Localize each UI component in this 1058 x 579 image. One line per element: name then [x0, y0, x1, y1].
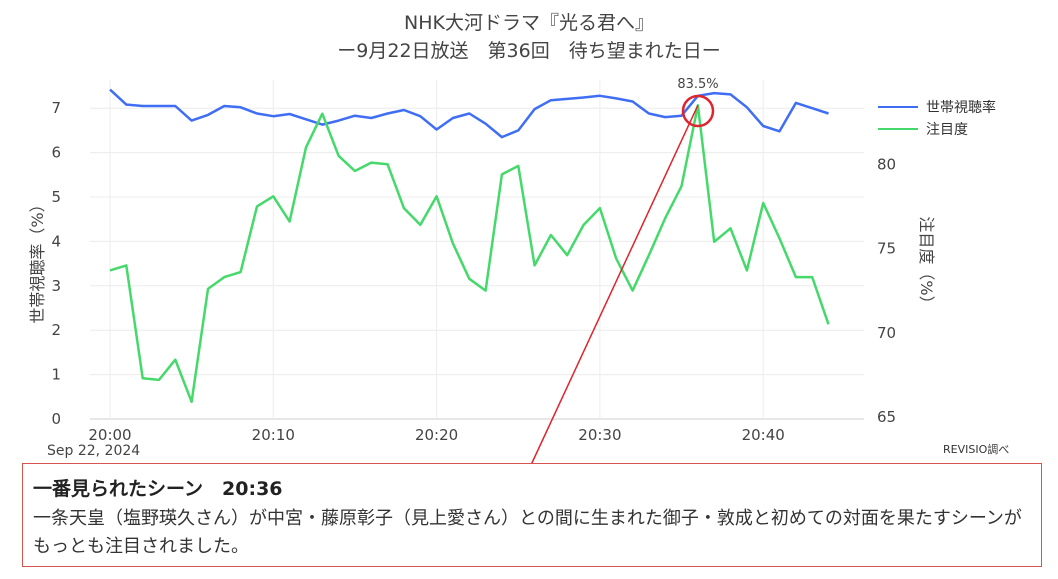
chart-title: NHK大河ドラマ『光る君へ』 — [404, 12, 654, 34]
y-tick-left: 6 — [51, 144, 61, 162]
y-tick-right: 70 — [877, 324, 896, 342]
x-axis-date-label: Sep 22, 2024 — [47, 443, 141, 459]
y-axis-left-label: 世帯視聴率（%） — [28, 196, 47, 324]
peak-value-label: 83.5% — [677, 77, 718, 92]
x-tick: 20:20 — [415, 426, 458, 444]
y-tick-left: 0 — [51, 410, 61, 428]
legend-swatch-attention — [878, 127, 918, 131]
x-tick: 20:30 — [578, 426, 621, 444]
source-credit: REVISIO調べ — [943, 443, 1010, 456]
callout-title: 一番見られたシーン 20:36 — [33, 478, 283, 500]
callout-connector-line — [530, 104, 699, 466]
y-tick-right: 75 — [877, 240, 896, 258]
axis-ticks: 0 1 2 3 4 5 6 7 20:00 20:10 20:20 20:30 20:40 65 70 75 8… — [51, 99, 896, 444]
x-tick: 20:00 — [88, 426, 131, 444]
legend-label-rating: 世帯視聴率 — [926, 100, 996, 116]
x-tick: 20:10 — [252, 426, 295, 444]
series-line-attention — [109, 104, 830, 404]
series-lines — [109, 88, 830, 404]
peak-circle — [681, 94, 715, 128]
y-tick-left: 2 — [51, 321, 61, 339]
legend-swatch-rating — [878, 105, 918, 109]
x-tick: 20:40 — [742, 426, 785, 444]
legend-item-attention[interactable]: 注目度 — [878, 118, 996, 140]
y-tick-left: 3 — [51, 277, 61, 295]
legend-item-rating[interactable]: 世帯視聴率 — [878, 96, 996, 118]
peak-annotation: 83.5% — [530, 77, 719, 466]
grid-lines — [90, 80, 864, 420]
y-tick-left: 7 — [51, 99, 61, 117]
chart-subtitle: ー9月22日放送 第36回 待ち望まれた日ー — [337, 40, 721, 62]
callout-text: 一条天皇（塩野瑛久さん）が中宮・藤原彰子（見上愛さん）との間に生まれた御子・敦成… — [33, 508, 1022, 557]
legend-label-attention: 注目度 — [926, 122, 968, 138]
callout-box: 一番見られたシーン 20:36 一条天皇（塩野瑛久さん）が中宮・藤原彰子（見上愛… — [22, 463, 1042, 567]
y-tick-right: 80 — [877, 155, 896, 173]
legend: 世帯視聴率 注目度 — [878, 96, 996, 140]
y-tick-left: 1 — [51, 366, 61, 384]
y-tick-left: 5 — [51, 188, 61, 206]
y-axis-right-label: 注目度（%） — [917, 216, 936, 312]
y-tick-left: 4 — [51, 232, 61, 250]
series-line-rating — [109, 88, 829, 139]
y-tick-right: 65 — [877, 408, 896, 426]
